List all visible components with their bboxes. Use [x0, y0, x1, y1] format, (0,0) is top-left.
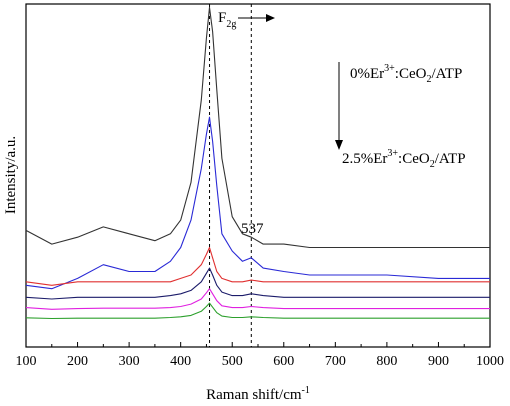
x-tick-label-6: 700	[325, 354, 346, 369]
peak-main-arrow	[238, 14, 275, 22]
x-tick-label-3: 400	[170, 354, 191, 369]
series-line-0	[25, 6, 490, 249]
x-tick-label-0: 100	[16, 354, 37, 369]
peak-main-label: F2g	[218, 10, 236, 30]
x-tick-label-2: 300	[119, 354, 140, 369]
sample-order-arrow	[335, 62, 343, 150]
plot-frame	[25, 3, 491, 348]
ticks-layer: 100 200 300 400 500 600 700 800 900 1000	[16, 342, 504, 369]
series-line-3	[25, 267, 490, 300]
series-line-1	[25, 116, 490, 290]
peak-second-label: 537	[241, 221, 264, 237]
bottom-sample-label: 2.5%Er3+:CeO2/ATP	[342, 148, 466, 170]
series-line-4	[25, 288, 490, 310]
plot-area: 100 200 300 400 500 600 700 800 900 1000	[16, 3, 504, 369]
y-axis-label: Intensity/a.u.	[3, 136, 19, 214]
series-layer	[25, 6, 490, 320]
series-line-2	[25, 246, 490, 286]
x-tick-label-7: 800	[376, 354, 397, 369]
x-tick-label-5: 600	[273, 354, 294, 369]
series-line-5	[25, 302, 490, 320]
x-tick-label-8: 900	[428, 354, 449, 369]
x-tick-label-9: 1000	[476, 354, 504, 369]
x-tick-label-4: 500	[222, 354, 243, 369]
x-tick-label-1: 200	[67, 354, 88, 369]
x-axis-label: Raman shift/cm-1	[206, 385, 310, 403]
top-sample-label: 0%Er3+:CeO2/ATP	[350, 63, 462, 85]
